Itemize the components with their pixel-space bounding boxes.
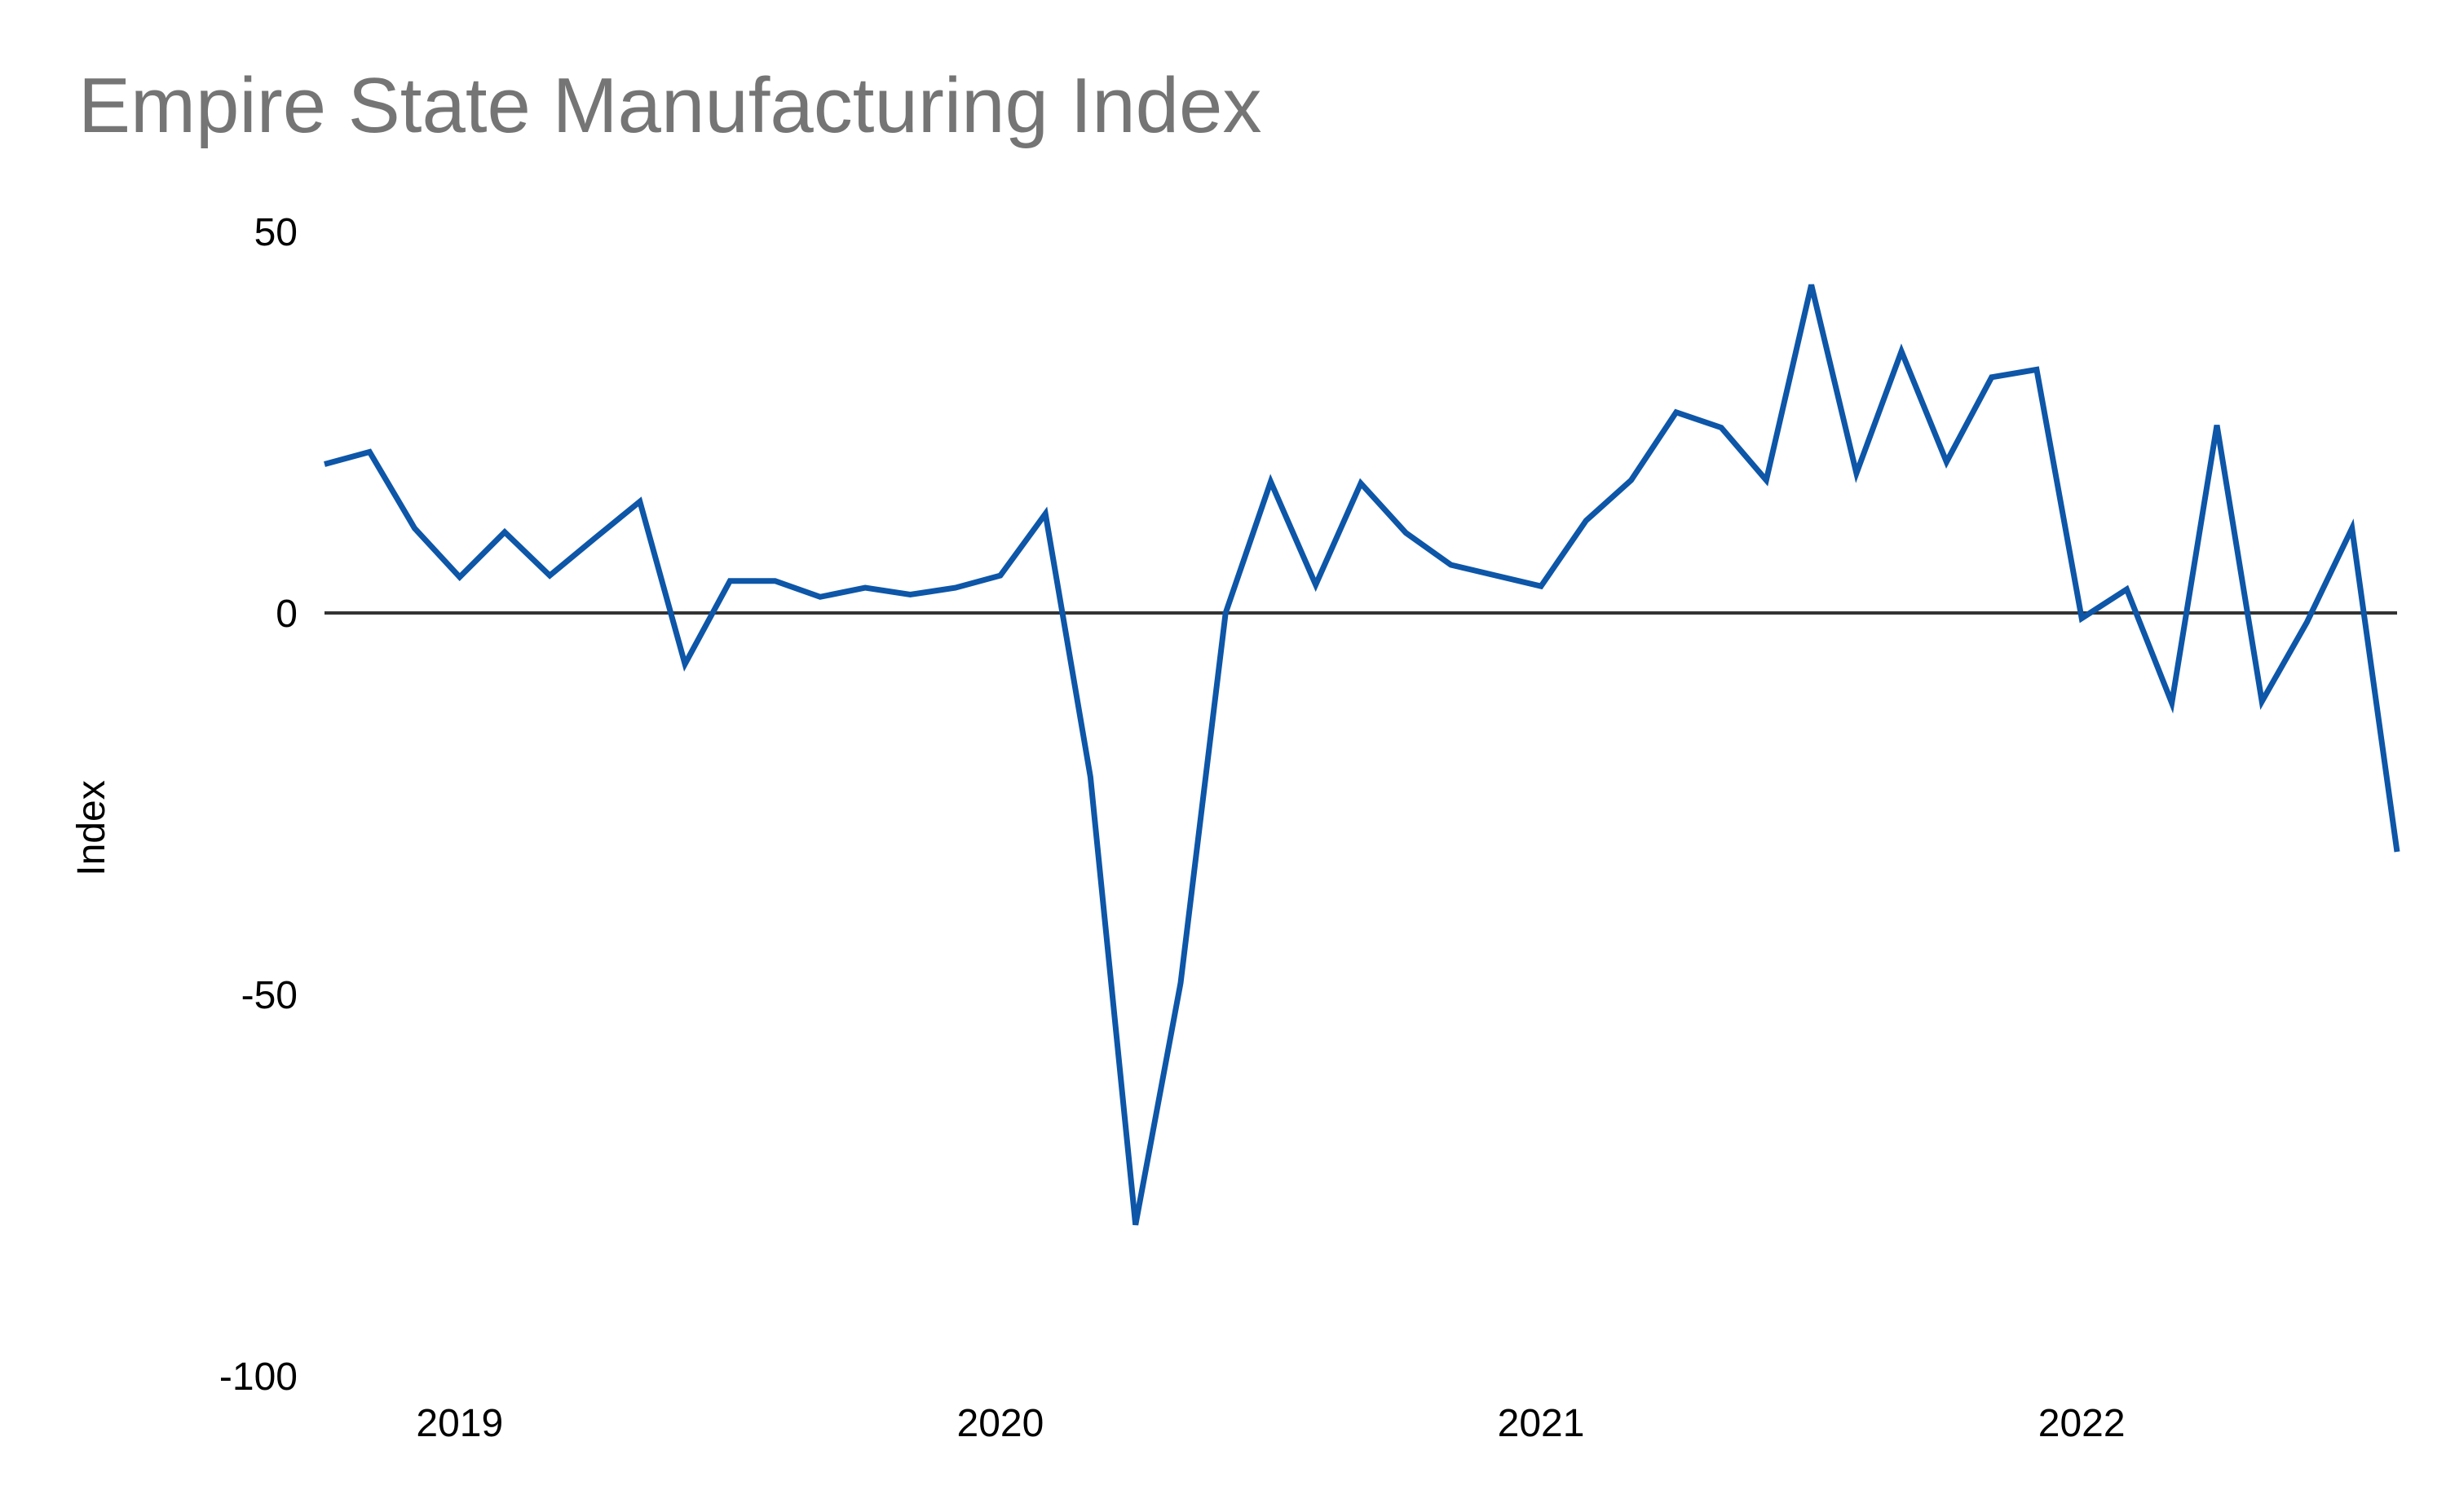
y-tick-label: 50 bbox=[254, 211, 298, 254]
series-line bbox=[324, 284, 2400, 1226]
x-axis-ticks: 2019 2020 2021 2022 bbox=[416, 1402, 2125, 1445]
y-tick-label: -100 bbox=[219, 1356, 298, 1399]
x-tick-label: 2021 bbox=[1498, 1402, 1585, 1445]
y-tick-label: -50 bbox=[241, 974, 298, 1017]
x-tick-label: 2019 bbox=[416, 1402, 503, 1445]
y-tick-label: 0 bbox=[276, 593, 298, 636]
x-tick-label: 2020 bbox=[957, 1402, 1044, 1445]
chart-title: Empire State Manufacturing Index bbox=[78, 62, 1262, 149]
x-tick-label: 2022 bbox=[2038, 1402, 2126, 1445]
y-axis-label: Index bbox=[70, 780, 113, 875]
y-axis-ticks: 50 0 -50 -100 bbox=[219, 211, 298, 1399]
